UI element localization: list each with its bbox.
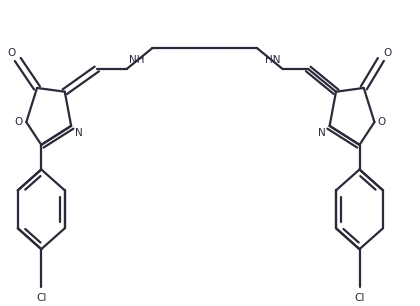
Text: O: O xyxy=(383,48,391,58)
Text: NH: NH xyxy=(129,55,144,65)
Text: N: N xyxy=(75,128,82,138)
Text: O: O xyxy=(8,48,16,58)
Text: N: N xyxy=(318,128,326,138)
Text: HN: HN xyxy=(265,55,281,65)
Text: Cl: Cl xyxy=(354,293,365,303)
Text: Cl: Cl xyxy=(36,293,47,303)
Text: O: O xyxy=(378,117,386,127)
Text: O: O xyxy=(15,117,23,127)
